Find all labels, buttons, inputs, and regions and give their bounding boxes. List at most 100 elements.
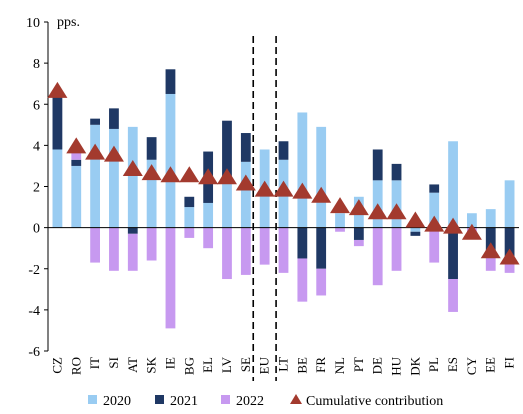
bar-2020-FR [316, 126, 327, 228]
x-tick-label: DE [370, 357, 385, 374]
bar-2022-DE [372, 227, 383, 286]
bar-2022-PL [429, 227, 440, 263]
bar-2021-HU [391, 163, 402, 181]
y-tick-label: 10 [26, 16, 40, 31]
bar-2020-EE [485, 209, 496, 228]
y-tick-label: 6 [33, 98, 40, 113]
bar-2022-BE [297, 258, 308, 302]
bar-2022-NL [335, 227, 345, 232]
bar-2022-BG [184, 227, 195, 238]
bar-2021-SK [146, 137, 157, 160]
cumulative-marker-EE [480, 242, 501, 259]
bar-2020-SI [109, 128, 119, 228]
bar-2021-EE [485, 227, 496, 253]
bar-2021-SI [109, 108, 119, 129]
bar-2022-SI [109, 227, 119, 271]
bar-2021-RO [71, 159, 82, 166]
x-tick-label: SI [106, 357, 121, 369]
x-tick-label: CZ [49, 357, 64, 374]
bar-2020-IE [165, 93, 176, 228]
bar-2020-FI [504, 180, 515, 228]
x-tick-label: EL [200, 357, 215, 373]
bar-2021-LV [222, 120, 232, 183]
cumulative-marker-LV [216, 168, 237, 185]
bar-2020-NL [335, 213, 345, 228]
bar-2021-PL [429, 184, 440, 193]
x-tick-label: BE [294, 357, 309, 374]
bar-2022-AT [127, 233, 138, 271]
x-tick-label: IE [162, 357, 177, 369]
y-tick-label: 2 [33, 181, 40, 196]
bar-2022-IE [165, 227, 176, 329]
cumulative-marker-SK [141, 164, 162, 181]
legend-swatch-2021 [155, 395, 164, 404]
y-tick-label: -6 [28, 345, 40, 360]
bar-2021-ES [448, 227, 458, 280]
x-tick-label: FR [313, 357, 328, 373]
x-tick-label: PL [426, 357, 441, 372]
x-tick-label: EE [483, 357, 498, 373]
x-tick-label: DK [407, 356, 422, 375]
cumulative-marker-IT [85, 143, 106, 160]
bar-2021-BG [184, 196, 195, 208]
y-tick-label: 8 [33, 57, 40, 72]
cumulative-marker-ES [443, 217, 464, 234]
cumulative-marker-LT [273, 180, 294, 197]
cumulative-marker-NL [330, 197, 351, 214]
bar-2020-AT [127, 126, 138, 228]
bar-2020-SK [146, 159, 157, 228]
bar-2020-RO [71, 165, 82, 228]
bar-2020-LV [222, 182, 232, 228]
bar-2020-IT [90, 124, 100, 228]
x-tick-label: HU [389, 356, 404, 375]
cumulative-marker-PT [348, 199, 369, 216]
y-tick-label: 4 [33, 139, 40, 154]
bar-2021-IT [90, 118, 100, 125]
bar-2020-DK [410, 227, 421, 232]
x-tick-label: LT [276, 357, 291, 372]
bar-2021-BE [297, 227, 308, 259]
x-tick-label: NL [332, 357, 347, 374]
bar-2022-LT [278, 227, 289, 273]
bar-2021-DE [372, 149, 383, 181]
bar-2021-LT [278, 141, 289, 160]
bar-2022-IT [90, 227, 100, 263]
y-tick-label: -4 [28, 304, 40, 319]
cumulative-marker-EU [254, 180, 275, 197]
bar-2022-EL [203, 227, 214, 249]
cumulative-marker-BE [292, 182, 313, 199]
cumulative-marker-RO [66, 137, 87, 154]
x-tick-label: SK [144, 356, 159, 373]
cumulative-marker-BG [179, 166, 200, 183]
bar-2020-CY [467, 213, 477, 228]
plot-area: -6 -4 -2 0 2 4 6 8 10 CZ RO IT SI AT SK IE BG EL LV SE EU LT B… [26, 16, 520, 381]
x-tick-label: AT [125, 357, 140, 373]
bar-2021-PT [353, 227, 364, 240]
bar-2020-SE [240, 161, 251, 228]
cumulative-marker-IE [160, 166, 181, 183]
x-tick-label: ES [445, 357, 460, 372]
bar-2020-CZ [52, 149, 63, 228]
cumulative-marker-SI [103, 145, 124, 162]
cumulative-marker-FR [311, 186, 332, 203]
bar-2022-FI [504, 258, 515, 273]
bar-2020-BE [297, 112, 308, 228]
x-tick-label: BG [181, 357, 196, 375]
bar-2022-LV [222, 227, 232, 280]
bar-2021-SE [240, 133, 251, 162]
x-tick-label: PT [351, 357, 366, 372]
bar-2021-IE [165, 69, 176, 94]
legend-label: 2020 [103, 394, 131, 409]
x-tick-label: IT [87, 357, 102, 369]
legend: 2020 2021 2022 Cumulative contribution [88, 394, 443, 409]
cumulative-marker-EL [198, 168, 219, 185]
bar-2020-EL [203, 202, 214, 228]
bar-2021-FR [316, 227, 327, 269]
bar-2022-RO [71, 151, 82, 160]
bar-2021-CZ [52, 96, 63, 150]
bar-2021-FI [504, 227, 515, 259]
x-tick-label: CY [464, 356, 479, 375]
cumulative-marker-SE [235, 174, 256, 191]
x-tick-label: LV [219, 356, 234, 373]
x-tick-label: FI [502, 357, 517, 369]
